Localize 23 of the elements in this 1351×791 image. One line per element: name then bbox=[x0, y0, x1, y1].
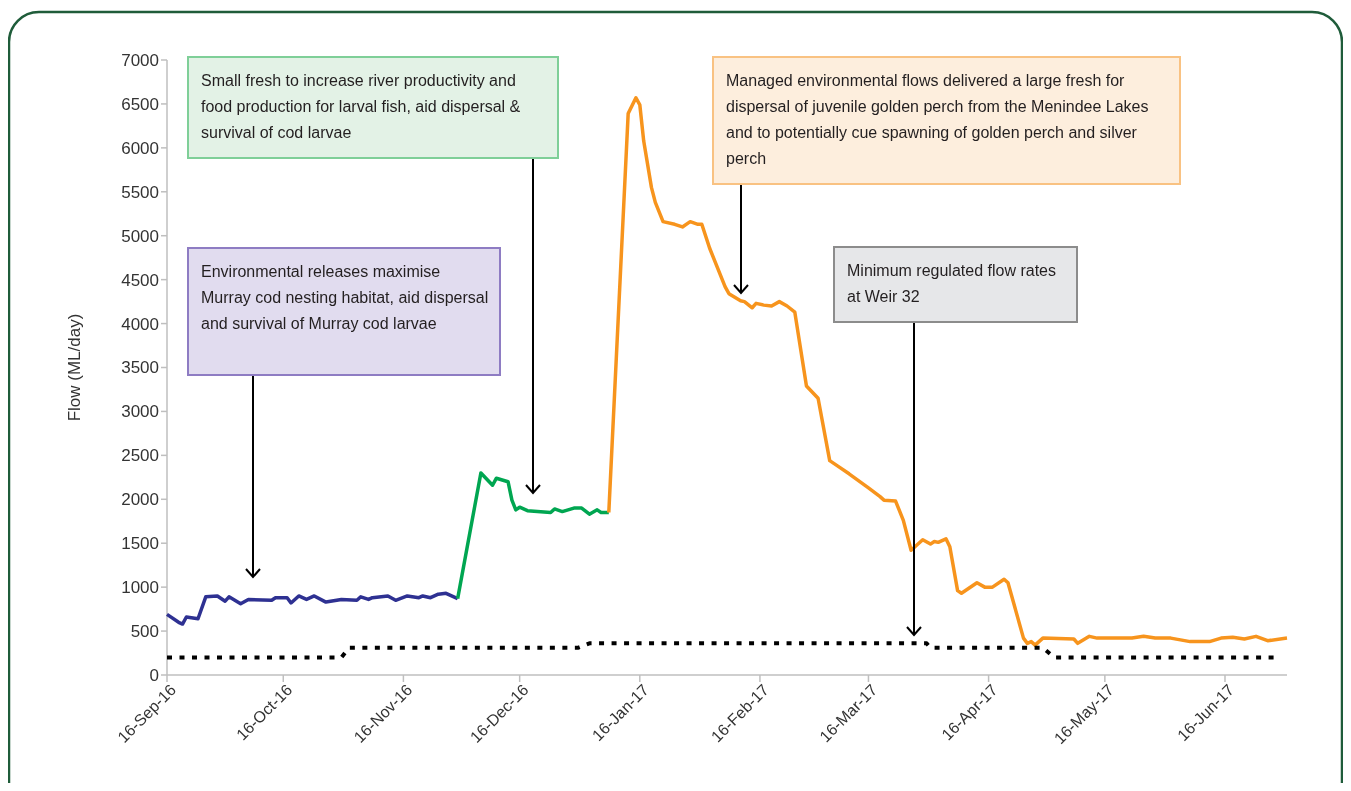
y-tick-label: 3000 bbox=[121, 402, 159, 422]
annotation: Managed environmental flows delivered a large fresh for dispersal of juvenile golden perch from the Menindee Lakes and to potentially cue spawning of golden perch and silver perch bbox=[726, 72, 1149, 167]
y-tick-label: 5500 bbox=[121, 182, 159, 202]
annotation: Minimum regulated flow rates at Weir 32 bbox=[847, 262, 1056, 305]
y-tick-label: 6000 bbox=[121, 138, 159, 158]
line-series bbox=[607, 96, 1289, 647]
y-tick-label: 7000 bbox=[121, 50, 159, 70]
y-tick-label: 1500 bbox=[121, 534, 159, 554]
y-tick-label: 5000 bbox=[121, 226, 159, 246]
y-tick-label: 2000 bbox=[121, 490, 159, 510]
y-axis-title: Flow (ML/day) bbox=[65, 313, 84, 422]
line-series bbox=[455, 471, 611, 601]
y-tick-label: 6500 bbox=[121, 94, 159, 114]
y-tick-label: 1000 bbox=[121, 578, 159, 598]
y-tick-label: 500 bbox=[130, 622, 159, 642]
annotation: Small fresh to increase river productivity and food production for larval fish, aid dispersal & survival of cod larvae bbox=[201, 72, 521, 141]
y-tick-label: 2500 bbox=[121, 446, 159, 466]
line-series bbox=[165, 591, 460, 626]
y-tick-label: 0 bbox=[149, 665, 159, 685]
y-tick-label: 4000 bbox=[121, 314, 159, 334]
annotation: Environmental releases maximise Murray cod nesting habitat, aid dispersal and survival of Murray cod larvae bbox=[201, 263, 489, 332]
y-tick-label: 4500 bbox=[121, 270, 159, 290]
y-tick-label: 3500 bbox=[121, 358, 159, 378]
